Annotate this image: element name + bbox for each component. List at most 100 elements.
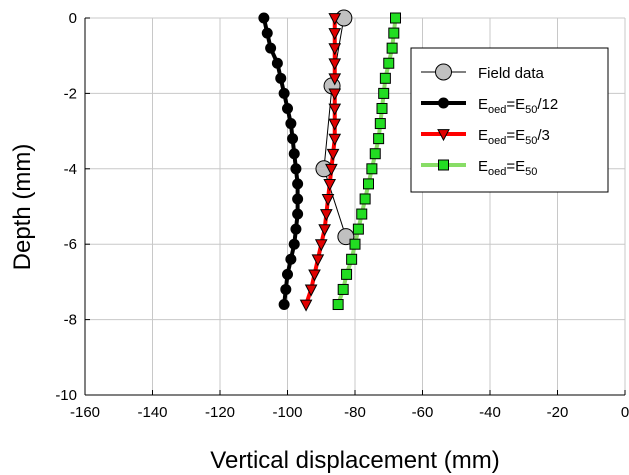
point [390,12,401,24]
point [378,87,390,99]
point [271,57,283,69]
point [288,148,300,160]
point [323,178,337,192]
point [288,238,300,250]
point [321,194,335,207]
legend-label: Eoed=E50 [478,158,537,178]
point [285,118,297,130]
point [328,103,342,116]
point [328,43,342,56]
point [278,87,290,99]
legend-label: Eoed=E50/3 [478,127,550,147]
y-tick-label: -10 [55,387,77,404]
point [438,159,449,171]
point [337,283,349,295]
legend-label-part: E [478,96,488,113]
point [373,133,385,145]
point [374,118,386,130]
point [275,72,287,84]
point [386,42,398,54]
legend-label-part: oed [488,104,506,116]
point [328,118,342,131]
point [366,163,378,175]
series-line [323,17,347,237]
point [379,72,391,84]
legend-label-part: /3 [537,127,550,144]
point [435,63,452,81]
point [328,133,342,146]
point [437,129,450,142]
legend-label-part: E [478,158,488,175]
point [282,102,293,114]
point [369,148,381,160]
point [292,208,304,220]
point [388,27,400,39]
point [292,193,304,205]
legend-label-part: =E [506,127,525,144]
legend-label-part: =E [506,158,525,175]
legend-label: Field data [478,65,545,82]
point [261,27,273,39]
point [314,239,328,252]
y-tick-label: -8 [64,312,77,329]
point [328,58,342,71]
legend-label-part: 50 [525,104,537,116]
point [383,57,395,69]
legend-label-part: Field data [478,65,545,82]
point [328,73,342,86]
point [299,299,313,312]
legend-label-part: /12 [537,96,558,113]
x-tick-label: -80 [344,404,366,421]
x-tick-label: -120 [205,404,235,421]
y-tick-label: -2 [64,85,77,102]
x-tick-label: 0 [621,404,629,421]
point [265,42,277,54]
point [328,88,342,101]
legend-label: Eoed=E50/12 [478,96,558,116]
x-tick-label: -40 [479,404,501,421]
point [328,28,342,41]
point [352,223,364,235]
legend-label-part: =E [506,96,525,113]
point [311,254,325,267]
point [356,208,368,220]
legend-label-part: oed [488,166,506,178]
point [328,13,342,26]
point [346,253,358,265]
point [278,299,290,311]
point [290,163,302,175]
point [359,193,371,205]
point [319,209,333,222]
point [332,299,344,311]
point [280,283,292,295]
y-axis-label: Depth (mm) [9,144,36,271]
point [363,178,374,190]
point [318,224,331,237]
x-tick-label: -160 [70,404,100,421]
legend-label-part: 50 [525,135,537,147]
x-axis-label: Vertical displacement (mm) [210,447,499,474]
x-tick-label: -60 [412,404,434,421]
y-tick-label: -4 [64,161,77,178]
y-tick-label: -6 [64,236,77,253]
point [290,223,302,235]
point [326,148,340,161]
x-tick-label: -140 [137,404,167,421]
legend-label-part: oed [488,135,506,147]
point [304,284,318,297]
point [258,12,270,24]
x-tick-label: -100 [272,404,302,421]
point [376,102,388,114]
point [325,163,338,176]
point [292,178,304,190]
point [285,253,297,265]
legend-label-part: 50 [525,166,537,178]
x-tick-label: -20 [547,404,569,421]
point [341,268,353,280]
point [282,268,293,280]
y-tick-label: 0 [69,10,77,27]
point [349,238,361,250]
